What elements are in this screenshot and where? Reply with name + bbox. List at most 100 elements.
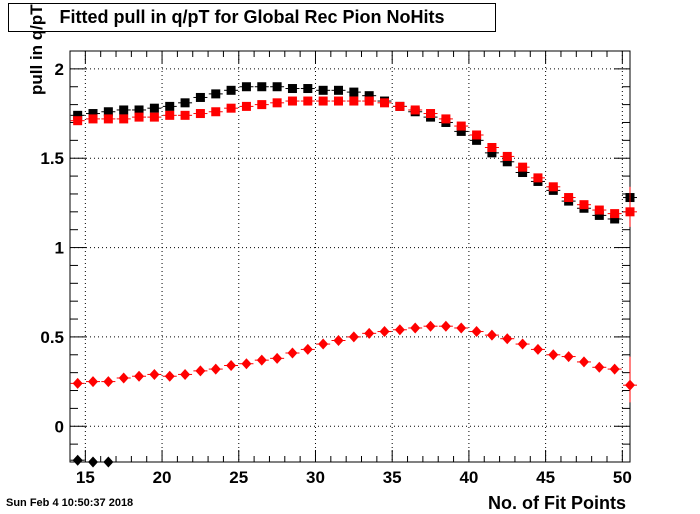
data-point — [241, 101, 251, 111]
x-tick-label: 40 — [459, 468, 478, 487]
data-point — [226, 103, 236, 113]
data-point — [379, 326, 390, 338]
data-point — [149, 103, 159, 113]
data-point — [441, 114, 451, 124]
data-point — [134, 105, 144, 115]
data-point — [118, 372, 129, 384]
data-point — [134, 370, 145, 382]
data-point — [256, 354, 267, 366]
x-axis-label: No. of Fit Points — [488, 493, 626, 513]
x-tick-label: 35 — [383, 468, 402, 487]
data-point — [103, 456, 114, 468]
data-point — [165, 110, 175, 120]
data-point — [579, 200, 589, 210]
data-point — [88, 456, 99, 468]
x-tick-label: 15 — [76, 468, 95, 487]
data-point — [394, 324, 405, 336]
data-point — [517, 338, 528, 350]
data-point — [211, 107, 221, 117]
data-point — [195, 109, 205, 119]
data-point — [349, 87, 359, 97]
data-point — [195, 92, 205, 102]
data-point — [395, 101, 405, 111]
data-point — [88, 376, 99, 388]
data-point — [287, 347, 298, 359]
data-point — [165, 101, 175, 111]
data-point — [594, 210, 604, 220]
data-point — [164, 370, 175, 382]
data-point — [502, 157, 512, 167]
y-tick-label: 0.5 — [40, 328, 64, 347]
data-point — [180, 110, 190, 120]
data-point — [73, 116, 83, 126]
data-point — [318, 338, 329, 350]
y-axis-label: pull in q/pT — [27, 4, 46, 95]
data-point — [410, 105, 420, 115]
data-point — [533, 173, 543, 183]
data-point — [410, 322, 421, 334]
data-point — [563, 351, 574, 363]
data-point — [472, 135, 482, 145]
data-point — [333, 85, 343, 95]
data-point — [518, 162, 528, 172]
x-tick-label: 45 — [536, 468, 555, 487]
y-tick-label: 2 — [55, 60, 64, 79]
data-point — [594, 205, 604, 215]
data-point — [303, 84, 313, 94]
data-point — [103, 114, 113, 124]
data-point — [349, 96, 359, 106]
data-point — [364, 91, 374, 101]
data-point — [472, 130, 482, 140]
data-point — [578, 356, 589, 368]
data-point — [241, 82, 251, 92]
data-point — [318, 96, 328, 106]
data-point — [518, 168, 528, 178]
data-point — [257, 82, 267, 92]
data-point — [211, 89, 221, 99]
data-point — [180, 98, 190, 108]
data-point — [348, 331, 359, 343]
data-point — [440, 320, 451, 332]
data-point — [333, 334, 344, 346]
data-point — [609, 363, 620, 375]
plot-frame — [69, 50, 631, 463]
data-point — [149, 112, 159, 122]
data-point — [149, 368, 160, 380]
data-point — [119, 114, 129, 124]
data-point — [72, 377, 83, 389]
data-point — [456, 126, 466, 136]
data-point — [287, 84, 297, 94]
chart-title: Fitted pull in q/pT for Global Rec Pion … — [8, 3, 496, 32]
timestamp: Sun Feb 4 10:50:37 2018 — [6, 497, 134, 509]
data-point — [318, 85, 328, 95]
y-tick-label: 1.5 — [40, 149, 64, 168]
data-point — [380, 98, 390, 108]
data-point — [333, 96, 343, 106]
data-point — [88, 114, 98, 124]
data-point — [502, 151, 512, 161]
data-point — [456, 322, 467, 334]
data-point — [564, 193, 574, 203]
data-point — [364, 96, 374, 106]
x-tick-label: 50 — [613, 468, 632, 487]
data-point — [610, 214, 620, 224]
data-point — [272, 352, 283, 364]
data-point — [72, 454, 83, 466]
data-point — [532, 343, 543, 355]
data-point — [287, 96, 297, 106]
data-point — [487, 148, 497, 158]
data-point — [548, 182, 558, 192]
data-point — [364, 327, 375, 339]
data-point — [487, 142, 497, 152]
tick-labels: 15 20 25 30 35 40 45 50 0 0.5 1 1.5 2 — [40, 60, 631, 487]
data-point — [425, 320, 436, 332]
data-point — [195, 365, 206, 377]
y-tick-label: 1 — [55, 239, 64, 258]
data-point — [594, 361, 605, 373]
data-point — [103, 107, 113, 117]
data-point — [180, 368, 191, 380]
x-tick-label: 30 — [306, 468, 325, 487]
y-tick-label: 0 — [55, 417, 64, 436]
data-marks — [70, 82, 637, 468]
